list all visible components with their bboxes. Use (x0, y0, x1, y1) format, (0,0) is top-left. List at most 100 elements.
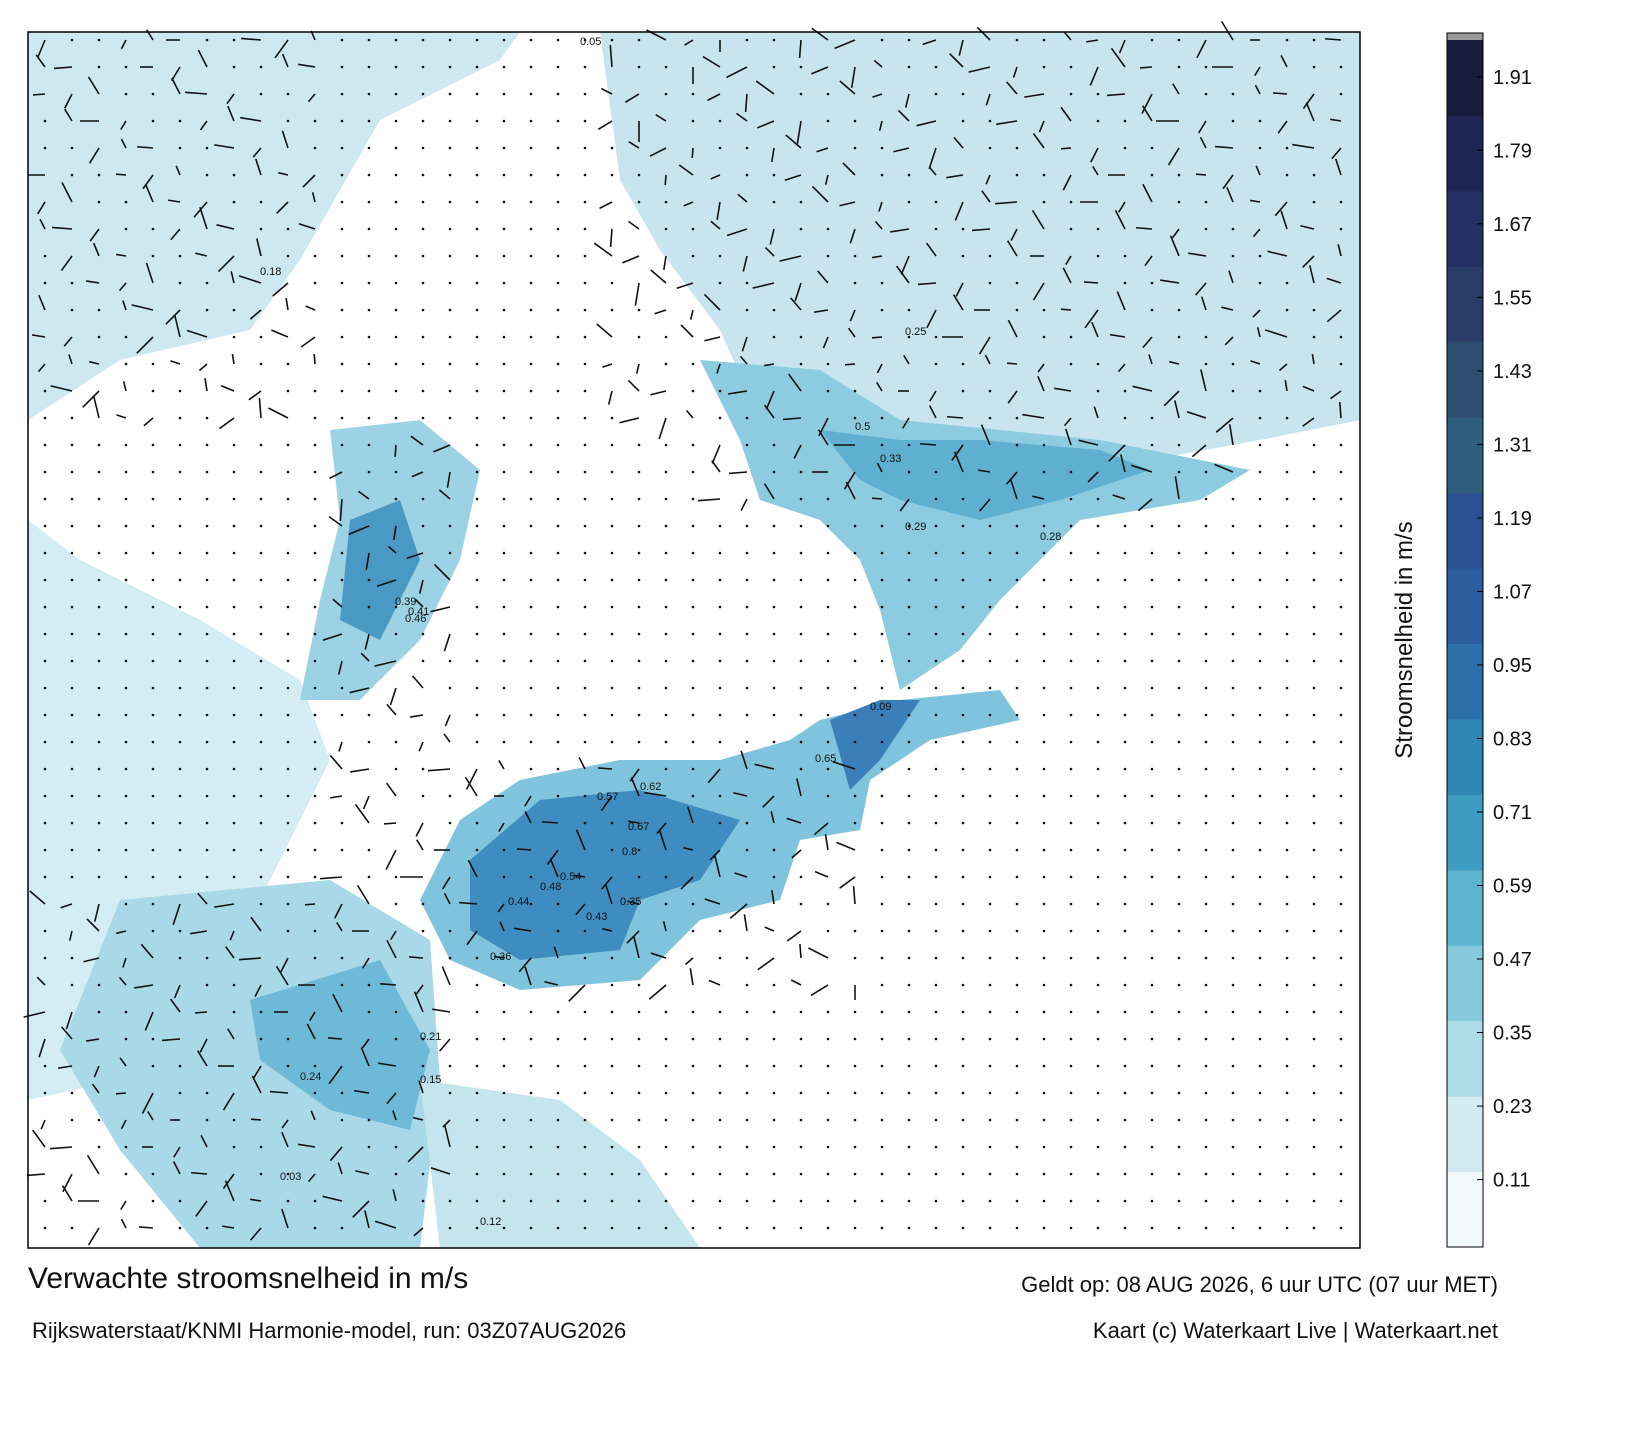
flow-arrow (1142, 183, 1153, 203)
flow-dot (853, 713, 857, 717)
flow-dot (1096, 983, 1100, 987)
flow-dot (610, 713, 614, 717)
flow-dot (340, 956, 344, 960)
flow-dot (556, 92, 560, 96)
flow-dot (1258, 875, 1262, 879)
flow-dot (1177, 740, 1181, 744)
flow-dot (448, 281, 452, 285)
flow-dot (691, 632, 695, 636)
flow-dot (907, 713, 911, 717)
flow-dot (691, 92, 695, 96)
flow-dot (934, 335, 938, 339)
flow-dot (610, 1145, 614, 1149)
flow-dot (1231, 1064, 1235, 1068)
flow-dot (259, 821, 263, 825)
flow-arrow (684, 39, 694, 46)
flow-dot (1204, 740, 1208, 744)
colorbar-tick-label: 1.55 (1493, 287, 1532, 309)
flow-dot (1015, 956, 1019, 960)
flow-dot (1069, 1064, 1073, 1068)
flow-arrow (1009, 478, 1018, 500)
flow-dot (745, 524, 749, 528)
flow-dot (610, 740, 614, 744)
flow-dot (259, 92, 263, 96)
flow-dot (70, 740, 74, 744)
flow-dot (1150, 1226, 1154, 1230)
flow-arrow (770, 811, 775, 824)
flow-arrow (1330, 390, 1342, 400)
flow-dot (151, 767, 155, 771)
flow-dot (70, 416, 74, 420)
flow-dot (1258, 551, 1262, 555)
flow-arrow (374, 1220, 397, 1229)
flow-dot (934, 1118, 938, 1122)
flow-dot (1204, 227, 1208, 231)
flow-dot (664, 443, 668, 447)
flow-dot (691, 1010, 695, 1014)
flow-dot (529, 1199, 533, 1203)
flow-arrow (925, 242, 937, 257)
flow-dot (286, 848, 290, 852)
flow-dot (718, 1091, 722, 1095)
flow-dot (1231, 362, 1235, 366)
flow-arrow (365, 552, 370, 570)
flow-dot (1177, 470, 1181, 474)
flow-dot (880, 551, 884, 555)
flow-dot (610, 38, 614, 42)
flow-arrow (254, 158, 262, 176)
flow-arrow (628, 820, 640, 824)
flow-dot (1231, 119, 1235, 123)
flow-dot (205, 38, 209, 42)
flow-dot (1150, 281, 1154, 285)
flow-arrow (1200, 369, 1207, 392)
flow-arrow (1062, 267, 1072, 284)
flow-dot (502, 875, 506, 879)
flow-arrow (143, 417, 154, 427)
flow-dot (853, 578, 857, 582)
flow-dot (961, 497, 965, 501)
flow-dot (880, 173, 884, 177)
flow-arrow (332, 993, 343, 1013)
flow-dot (448, 956, 452, 960)
flow-dot (1204, 1118, 1208, 1122)
flow-dot (853, 956, 857, 960)
flow-dot (259, 740, 263, 744)
flow-dot (448, 1091, 452, 1095)
flow-dot (502, 173, 506, 177)
flow-dot (691, 551, 695, 555)
flow-arrow (281, 130, 289, 149)
flow-dot (1204, 470, 1208, 474)
flow-dot (826, 713, 830, 717)
flow-dot (313, 389, 317, 393)
flow-arrow (1142, 336, 1153, 349)
flow-dot (1339, 200, 1343, 204)
flow-dot (1096, 1226, 1100, 1230)
flow-dot (880, 848, 884, 852)
flow-dot (286, 1064, 290, 1068)
flow-dot (1231, 1172, 1235, 1176)
flow-dot (205, 605, 209, 609)
flow-dot (907, 983, 911, 987)
flow-dot (1231, 794, 1235, 798)
flow-dot (556, 335, 560, 339)
flow-arrow (1060, 308, 1072, 311)
flow-dot (988, 389, 992, 393)
flow-dot (1015, 1226, 1019, 1230)
flow-dot (340, 119, 344, 123)
flow-arrow (1063, 31, 1072, 41)
flow-dot (502, 92, 506, 96)
flow-dot (1258, 686, 1262, 690)
flow-dot (313, 416, 317, 420)
flow-dot (1285, 605, 1289, 609)
flow-dot (502, 119, 506, 123)
flow-dot (340, 308, 344, 312)
flow-dot (313, 146, 317, 150)
flow-arrow (847, 327, 856, 338)
flow-dot (178, 1064, 182, 1068)
flow-dot (826, 389, 830, 393)
flow-dot (448, 1199, 452, 1203)
flow-dot (97, 713, 101, 717)
flow-dot (529, 551, 533, 555)
flow-arrow (385, 849, 397, 870)
flow-arrow (337, 660, 343, 675)
